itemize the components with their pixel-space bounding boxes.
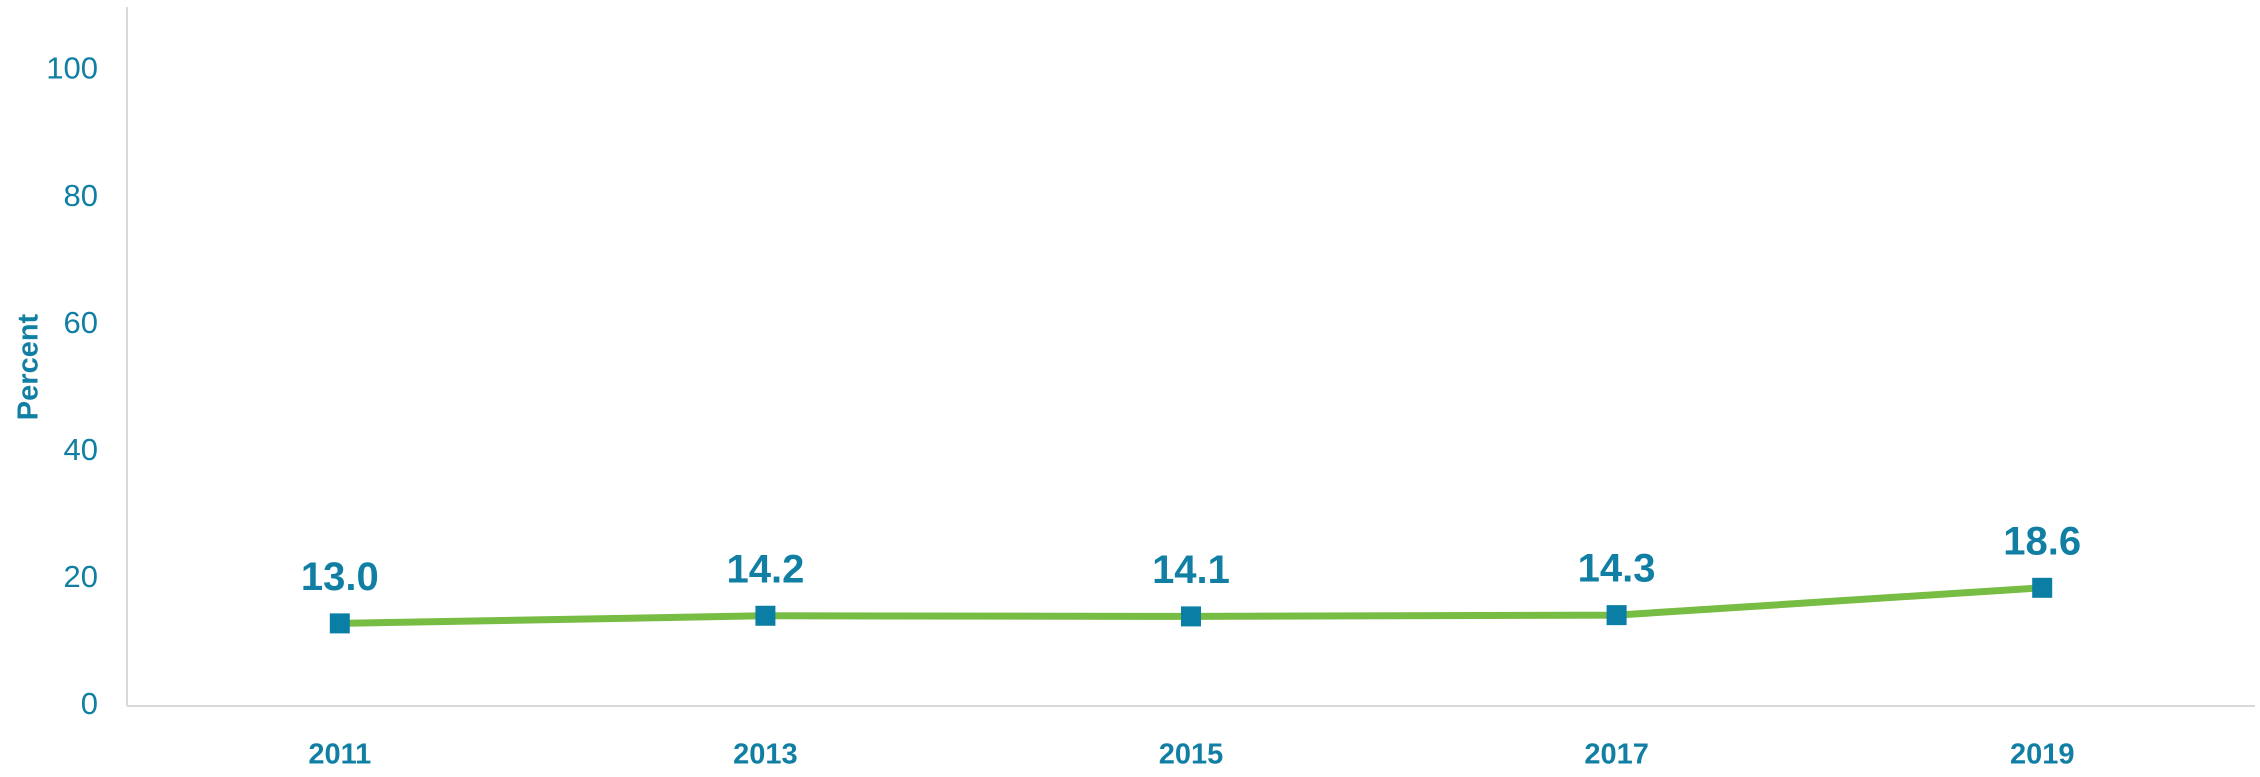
y-tick-label: 20 — [64, 559, 98, 594]
y-tick-label: 0 — [81, 686, 98, 721]
x-tick-label: 2019 — [2010, 739, 2075, 771]
marker — [2032, 577, 2053, 598]
marker — [329, 613, 350, 634]
x-tick-label: 2011 — [308, 739, 371, 771]
data-label: 18.6 — [2003, 519, 2081, 563]
y-tick-label: 100 — [46, 51, 98, 86]
marker — [1181, 606, 1201, 627]
data-label: 13.0 — [301, 555, 379, 599]
y-tick-label: 40 — [64, 432, 98, 467]
data-label: 14.2 — [726, 547, 804, 591]
x-tick-label: 2015 — [1159, 739, 1224, 771]
x-tick-label: 2013 — [733, 739, 798, 771]
marker — [755, 605, 776, 626]
marker — [1606, 605, 1627, 626]
data-label: 14.3 — [1578, 547, 1656, 591]
data-label: 14.1 — [1152, 548, 1230, 592]
y-tick-label: 60 — [64, 305, 98, 340]
y-axis-label: Percent — [13, 313, 45, 420]
x-tick-label: 2017 — [1584, 739, 1649, 771]
y-tick-label: 80 — [64, 178, 98, 213]
